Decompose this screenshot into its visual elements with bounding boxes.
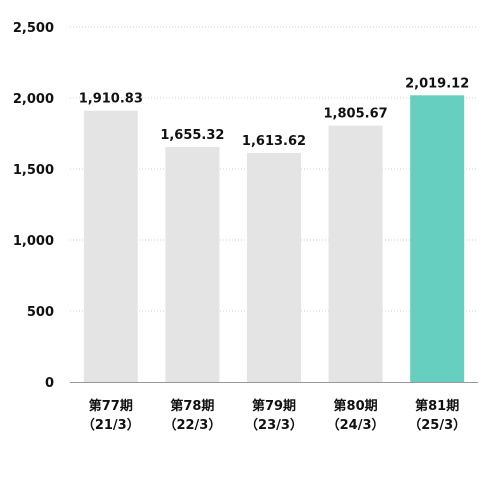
x-category-label: 第81期 <box>415 398 459 414</box>
x-category-label: 第79期 <box>252 398 296 414</box>
x-category-period: （25/3） <box>408 417 466 433</box>
y-tick-label: 2,000 <box>13 92 54 107</box>
x-axis-categories: 第77期 （21/3） 第78期 （22/3） 第79期 （23/3） 第80期 （24/3）… <box>82 398 466 433</box>
data-label: 1,805.67 <box>324 107 388 122</box>
data-label: 1,910.83 <box>79 92 143 107</box>
data-label: 2,019.12 <box>405 76 469 91</box>
data-label: 1,655.32 <box>160 128 224 143</box>
bar <box>83 110 138 382</box>
bar <box>247 152 301 382</box>
bar <box>410 95 465 382</box>
y-axis-ticks: 0 500 1,000 1,500 2,000 2,500 <box>13 21 54 391</box>
x-category-period: （23/3） <box>245 417 303 433</box>
y-tick-label: 2,500 <box>13 21 54 36</box>
x-category-label: 第80期 <box>334 398 378 414</box>
y-tick-label: 1,000 <box>13 234 54 249</box>
bars <box>83 95 465 383</box>
y-tick-label: 1,500 <box>13 163 54 178</box>
x-category-period: （24/3） <box>327 417 385 433</box>
bar <box>328 125 383 383</box>
x-category-period: （21/3） <box>82 417 140 433</box>
x-category-period: （22/3） <box>163 417 221 433</box>
bar <box>165 146 220 382</box>
y-tick-label: 500 <box>27 305 54 320</box>
x-category-label: 第77期 <box>89 398 133 414</box>
data-label: 1,613.62 <box>242 134 306 149</box>
y-tick-label: 0 <box>45 376 54 391</box>
data-labels: 1,910.83 1,655.32 1,613.62 1,805.67 2,019.12 <box>79 76 470 149</box>
x-category-label: 第78期 <box>170 398 214 414</box>
